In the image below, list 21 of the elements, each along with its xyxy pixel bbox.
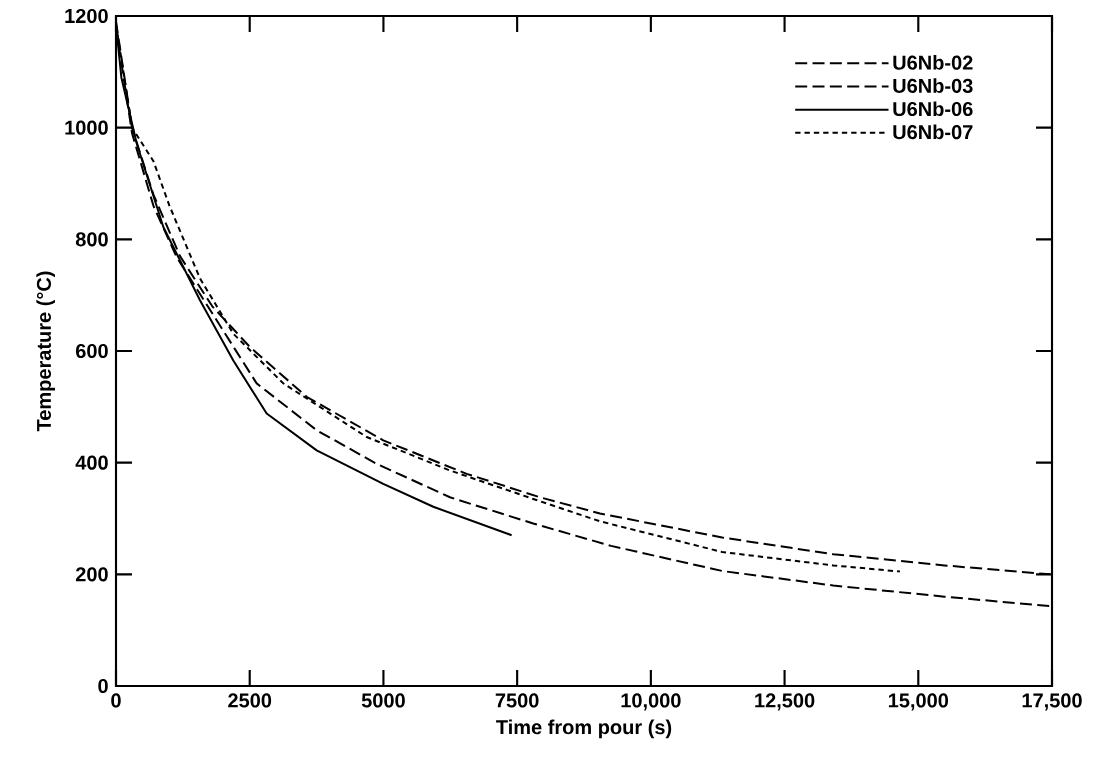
legend-label: U6Nb-07 [893, 124, 973, 140]
legend-label: U6Nb-06 [893, 101, 973, 117]
x-axis-title: Time from pour (s) [496, 719, 672, 739]
y-tick-label: 600 [75, 343, 108, 359]
y-tick-label: 1200 [65, 8, 108, 24]
y-tick-label: 800 [75, 232, 108, 247]
x-tick-label: 10,000 [621, 693, 681, 711]
x-tick-label: 12,500 [755, 693, 815, 711]
x-tick-label: 2500 [228, 693, 272, 708]
x-tick-label: 7500 [495, 693, 539, 708]
y-axis-title: Temperature (°C) [36, 271, 55, 432]
legend-label: U6Nb-02 [893, 55, 973, 70]
y-tick-label: 1000 [65, 120, 108, 135]
y-tick-label: 0 [98, 678, 108, 694]
x-tick-label: 0 [111, 693, 121, 708]
x-tick-label: 17,500 [1022, 693, 1082, 711]
x-tick-label: 5000 [361, 693, 405, 708]
legend-label: U6Nb-03 [893, 78, 973, 93]
x-tick-label: 15,000 [888, 693, 949, 711]
y-tick-label: 400 [75, 455, 108, 470]
y-tick-label: 200 [75, 567, 108, 582]
